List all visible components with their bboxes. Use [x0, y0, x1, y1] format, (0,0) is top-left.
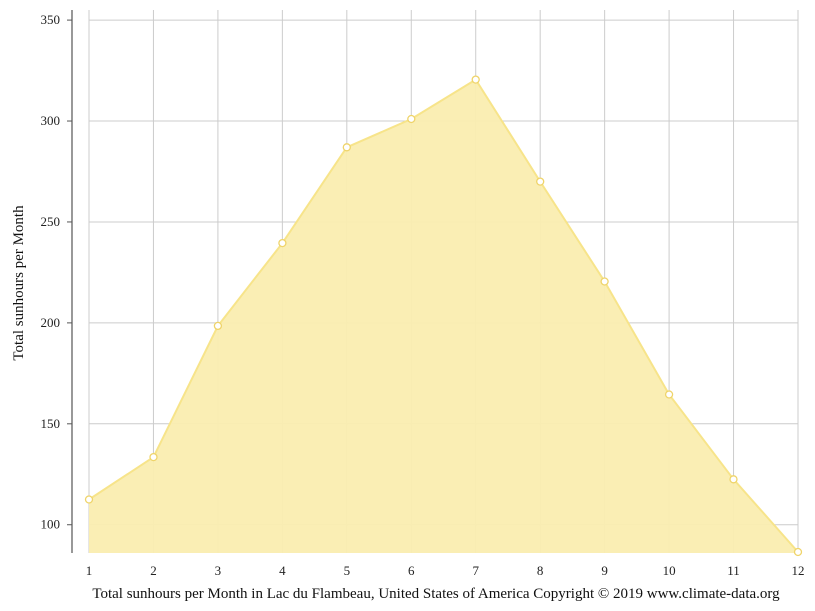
y-tick-label: 200 [41, 315, 61, 330]
data-point [407, 114, 416, 124]
data-point [342, 143, 351, 152]
data-point [600, 277, 609, 286]
chart-caption: Total sunhours per Month in Lac du Flamb… [92, 586, 780, 602]
y-tick-label: 250 [41, 214, 61, 229]
series-line [88, 78, 799, 553]
x-tick-label: 10 [663, 563, 676, 578]
x-tick-label: 9 [601, 563, 608, 578]
data-points [84, 75, 803, 557]
x-tick-label: 2 [150, 563, 157, 578]
y-tick-label: 350 [41, 12, 61, 27]
x-tick-label: 1 [86, 563, 93, 578]
y-tick-labels: 100 150 200 250 300 350 [41, 12, 61, 532]
x-tick-label: 4 [279, 563, 286, 578]
x-tick-label: 12 [792, 563, 805, 578]
data-point [213, 321, 223, 331]
axes [67, 10, 73, 553]
y-tick-label: 100 [41, 517, 61, 532]
y-tick-label: 300 [41, 113, 61, 128]
data-point [729, 475, 738, 484]
data-point [536, 177, 545, 186]
data-point [149, 452, 158, 462]
area-fill [89, 79, 798, 553]
data-point [471, 75, 480, 84]
y-tick-label: 150 [41, 416, 61, 431]
x-tick-label: 3 [215, 563, 222, 578]
data-point [664, 390, 674, 399]
data-point [278, 238, 287, 248]
x-tick-label: 7 [472, 563, 479, 578]
y-axis-title: Total sunhours per Month [11, 205, 27, 361]
data-point [84, 495, 94, 504]
x-tick-label: 5 [344, 563, 351, 578]
data-point [793, 547, 803, 557]
x-tick-label: 8 [537, 563, 544, 578]
area-series [88, 78, 799, 553]
x-tick-labels: 1 2 3 4 5 6 7 8 9 10 11 12 [86, 563, 805, 578]
x-tick-label: 6 [408, 563, 415, 578]
x-tick-label: 11 [727, 563, 740, 578]
